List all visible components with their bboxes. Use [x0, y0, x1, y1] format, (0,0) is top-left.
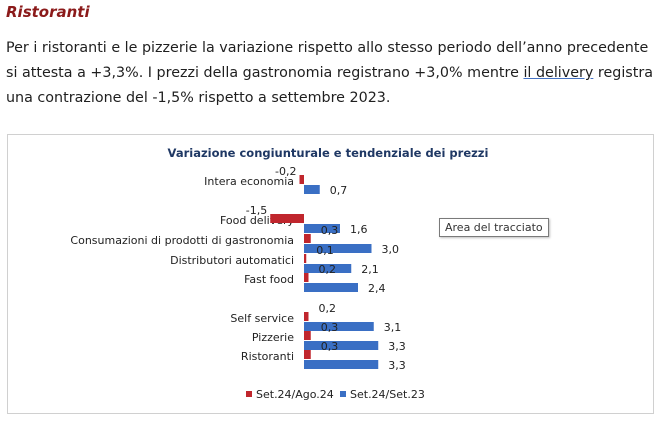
bar-set24-ago24 [304, 350, 311, 359]
bar-set24-ago24 [270, 214, 304, 223]
bar-set24-set23 [304, 283, 358, 292]
bar-set24-ago24 [304, 254, 307, 263]
bar-set24-ago24 [304, 273, 309, 282]
bar-set24-set23 [304, 322, 374, 331]
bar-set24-ago24 [304, 234, 311, 243]
bar-set24-set23 [304, 341, 379, 350]
data-label-set24-ago24: -1,5 [246, 204, 267, 217]
delivery-link[interactable]: il delivery [523, 65, 594, 81]
legend-label: Set.24/Ago.24 [256, 388, 334, 401]
section-heading: Ristoranti [6, 3, 90, 21]
data-label-set24-set23: 2,4 [368, 282, 386, 295]
category-label: Pizzerie [252, 331, 294, 344]
chart-container[interactable]: Variazione congiunturale e tendenziale d… [7, 134, 654, 414]
category-label: Intera economia [204, 175, 294, 188]
bar-set24-ago24 [299, 175, 304, 184]
bar-set24-set23 [304, 185, 320, 194]
data-label-set24-set23: 2,1 [361, 263, 379, 276]
data-label-set24-ago24: 0,3 [321, 340, 339, 353]
data-label-set24-set23: 3,3 [388, 340, 406, 353]
chart-title: Variazione congiunturale e tendenziale d… [168, 146, 489, 160]
data-label-set24-set23: 3,3 [388, 359, 406, 372]
data-label-set24-ago24: 0,2 [319, 302, 337, 315]
data-label-set24-set23: 0,7 [330, 184, 348, 197]
category-label: Consumazioni di prodotti di gastronomia [70, 234, 294, 247]
category-label: Ristoranti [241, 350, 294, 363]
legend-swatch [246, 391, 252, 397]
category-label: Fast food [244, 273, 294, 286]
data-label-set24-ago24: 0,1 [316, 244, 334, 257]
paragraph-text-1: Per i ristoranti e le pizzerie la variaz… [6, 40, 649, 81]
data-label-set24-set23: 1,6 [350, 223, 368, 236]
bar-set24-ago24 [304, 312, 309, 321]
plot-area-tooltip: Area del tracciato [439, 218, 549, 237]
body-paragraph: Per i ristoranti e le pizzerie la variaz… [6, 36, 661, 111]
bar-set24-ago24 [304, 331, 311, 340]
data-label-set24-ago24: -0,2 [275, 165, 296, 178]
data-label-set24-ago24: 0,2 [319, 263, 337, 276]
bar-set24-set23 [304, 224, 340, 233]
bar-set24-set23 [304, 244, 372, 253]
bar-set24-set23 [304, 360, 379, 369]
data-label-set24-set23: 3,0 [382, 243, 400, 256]
legend-swatch [340, 391, 346, 397]
data-label-set24-set23: 3,1 [384, 321, 402, 334]
data-label-set24-ago24: 0,3 [321, 321, 339, 334]
category-label: Distributori automatici [170, 254, 294, 267]
category-label: Self service [230, 312, 294, 325]
legend-label: Set.24/Set.23 [350, 388, 425, 401]
bar-set24-set23 [304, 264, 352, 273]
bar-chart: Variazione congiunturale e tendenziale d… [70, 146, 489, 401]
paragraph-text-2: registra una contrazione del -1,5% rispe… [6, 65, 654, 106]
data-label-set24-ago24: 0,3 [321, 224, 339, 237]
